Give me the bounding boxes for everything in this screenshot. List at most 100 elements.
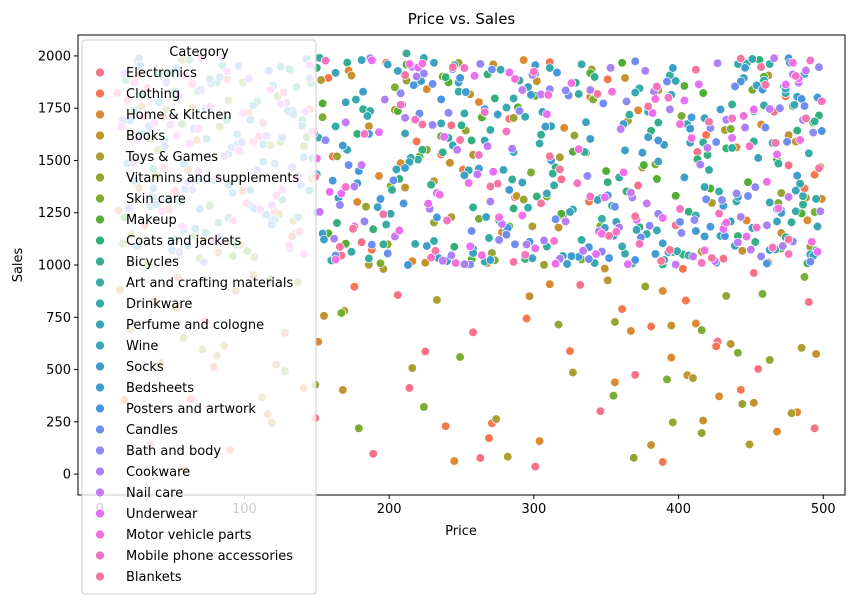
data-point <box>621 96 632 107</box>
data-point <box>432 212 442 223</box>
data-point <box>671 191 681 201</box>
data-point <box>689 215 700 225</box>
data-point <box>422 84 432 94</box>
data-point <box>585 134 595 144</box>
data-point <box>508 93 519 104</box>
legend-label: Home & Kitchen <box>126 108 232 123</box>
legend-marker <box>95 298 105 309</box>
data-point <box>430 246 441 256</box>
data-point <box>465 241 475 252</box>
data-point <box>786 217 797 227</box>
legend-label: Electronics <box>126 66 197 81</box>
legend-label: Motor vehicle parts <box>126 528 252 543</box>
data-point <box>320 135 331 145</box>
data-point <box>449 242 459 252</box>
data-point <box>443 108 454 118</box>
data-point <box>517 177 527 188</box>
data-point <box>743 191 753 201</box>
data-point <box>691 318 701 329</box>
data-point <box>452 145 462 155</box>
data-point <box>332 218 342 228</box>
data-point <box>750 237 760 247</box>
data-point <box>698 88 708 98</box>
data-point <box>354 423 364 433</box>
data-point <box>566 251 577 261</box>
data-point <box>436 118 446 129</box>
legend-label: Wine <box>126 339 158 354</box>
data-point <box>811 349 821 359</box>
data-point <box>526 167 536 178</box>
data-point <box>817 96 827 106</box>
data-point <box>553 222 564 233</box>
data-point <box>526 90 536 100</box>
data-point <box>711 341 721 351</box>
data-point <box>727 113 737 124</box>
data-point <box>400 113 410 123</box>
legend-label: Clothing <box>126 87 180 102</box>
legend-marker <box>95 277 105 288</box>
data-point <box>566 78 577 88</box>
data-point <box>436 94 446 105</box>
x-axis-label: Price <box>445 524 477 539</box>
legend-label: Underwear <box>126 507 198 522</box>
data-point <box>359 129 370 139</box>
data-point <box>501 230 512 240</box>
data-point <box>711 137 721 147</box>
data-point <box>438 147 448 157</box>
data-point <box>783 249 794 259</box>
data-point <box>676 228 687 238</box>
data-point <box>576 59 587 69</box>
data-point <box>378 239 389 249</box>
data-point <box>445 158 455 168</box>
data-point <box>640 66 650 76</box>
data-point <box>449 456 459 466</box>
data-point <box>404 59 415 69</box>
data-point <box>699 182 710 192</box>
data-point <box>699 245 710 256</box>
data-point <box>762 220 772 230</box>
legend-label: Bedsheets <box>126 381 194 396</box>
data-point <box>503 452 513 462</box>
data-point <box>422 241 432 251</box>
data-point <box>668 63 678 73</box>
data-point <box>792 171 802 181</box>
legend-label: Coats and jackets <box>126 234 241 249</box>
data-point <box>584 254 594 264</box>
data-point <box>643 101 653 112</box>
data-point <box>468 327 478 337</box>
data-point <box>504 185 514 195</box>
data-point <box>394 225 404 236</box>
data-point <box>726 339 736 349</box>
data-point <box>607 87 617 97</box>
data-point <box>663 93 674 103</box>
data-point <box>330 121 341 132</box>
data-point <box>335 200 345 210</box>
data-point <box>482 141 493 151</box>
data-point <box>736 212 746 222</box>
data-point <box>559 123 569 133</box>
data-point <box>675 217 685 227</box>
data-point <box>536 130 546 140</box>
x-tick-label: 200 <box>377 502 402 517</box>
data-point <box>644 221 655 231</box>
data-point <box>391 164 402 175</box>
legend-marker <box>95 193 105 204</box>
data-point <box>798 191 808 201</box>
data-point <box>545 151 555 161</box>
data-point <box>791 206 801 216</box>
data-point <box>623 259 633 269</box>
data-point <box>475 59 485 69</box>
data-point <box>488 167 498 177</box>
data-point <box>472 169 483 179</box>
data-point <box>783 160 794 170</box>
data-point <box>565 207 575 217</box>
data-point <box>341 97 351 107</box>
legend-marker <box>95 529 105 540</box>
data-point <box>598 98 608 109</box>
data-point <box>342 57 352 68</box>
y-tick-label: 250 <box>46 415 71 430</box>
data-point <box>343 160 354 170</box>
y-tick-label: 500 <box>46 363 71 378</box>
data-point <box>808 127 818 138</box>
